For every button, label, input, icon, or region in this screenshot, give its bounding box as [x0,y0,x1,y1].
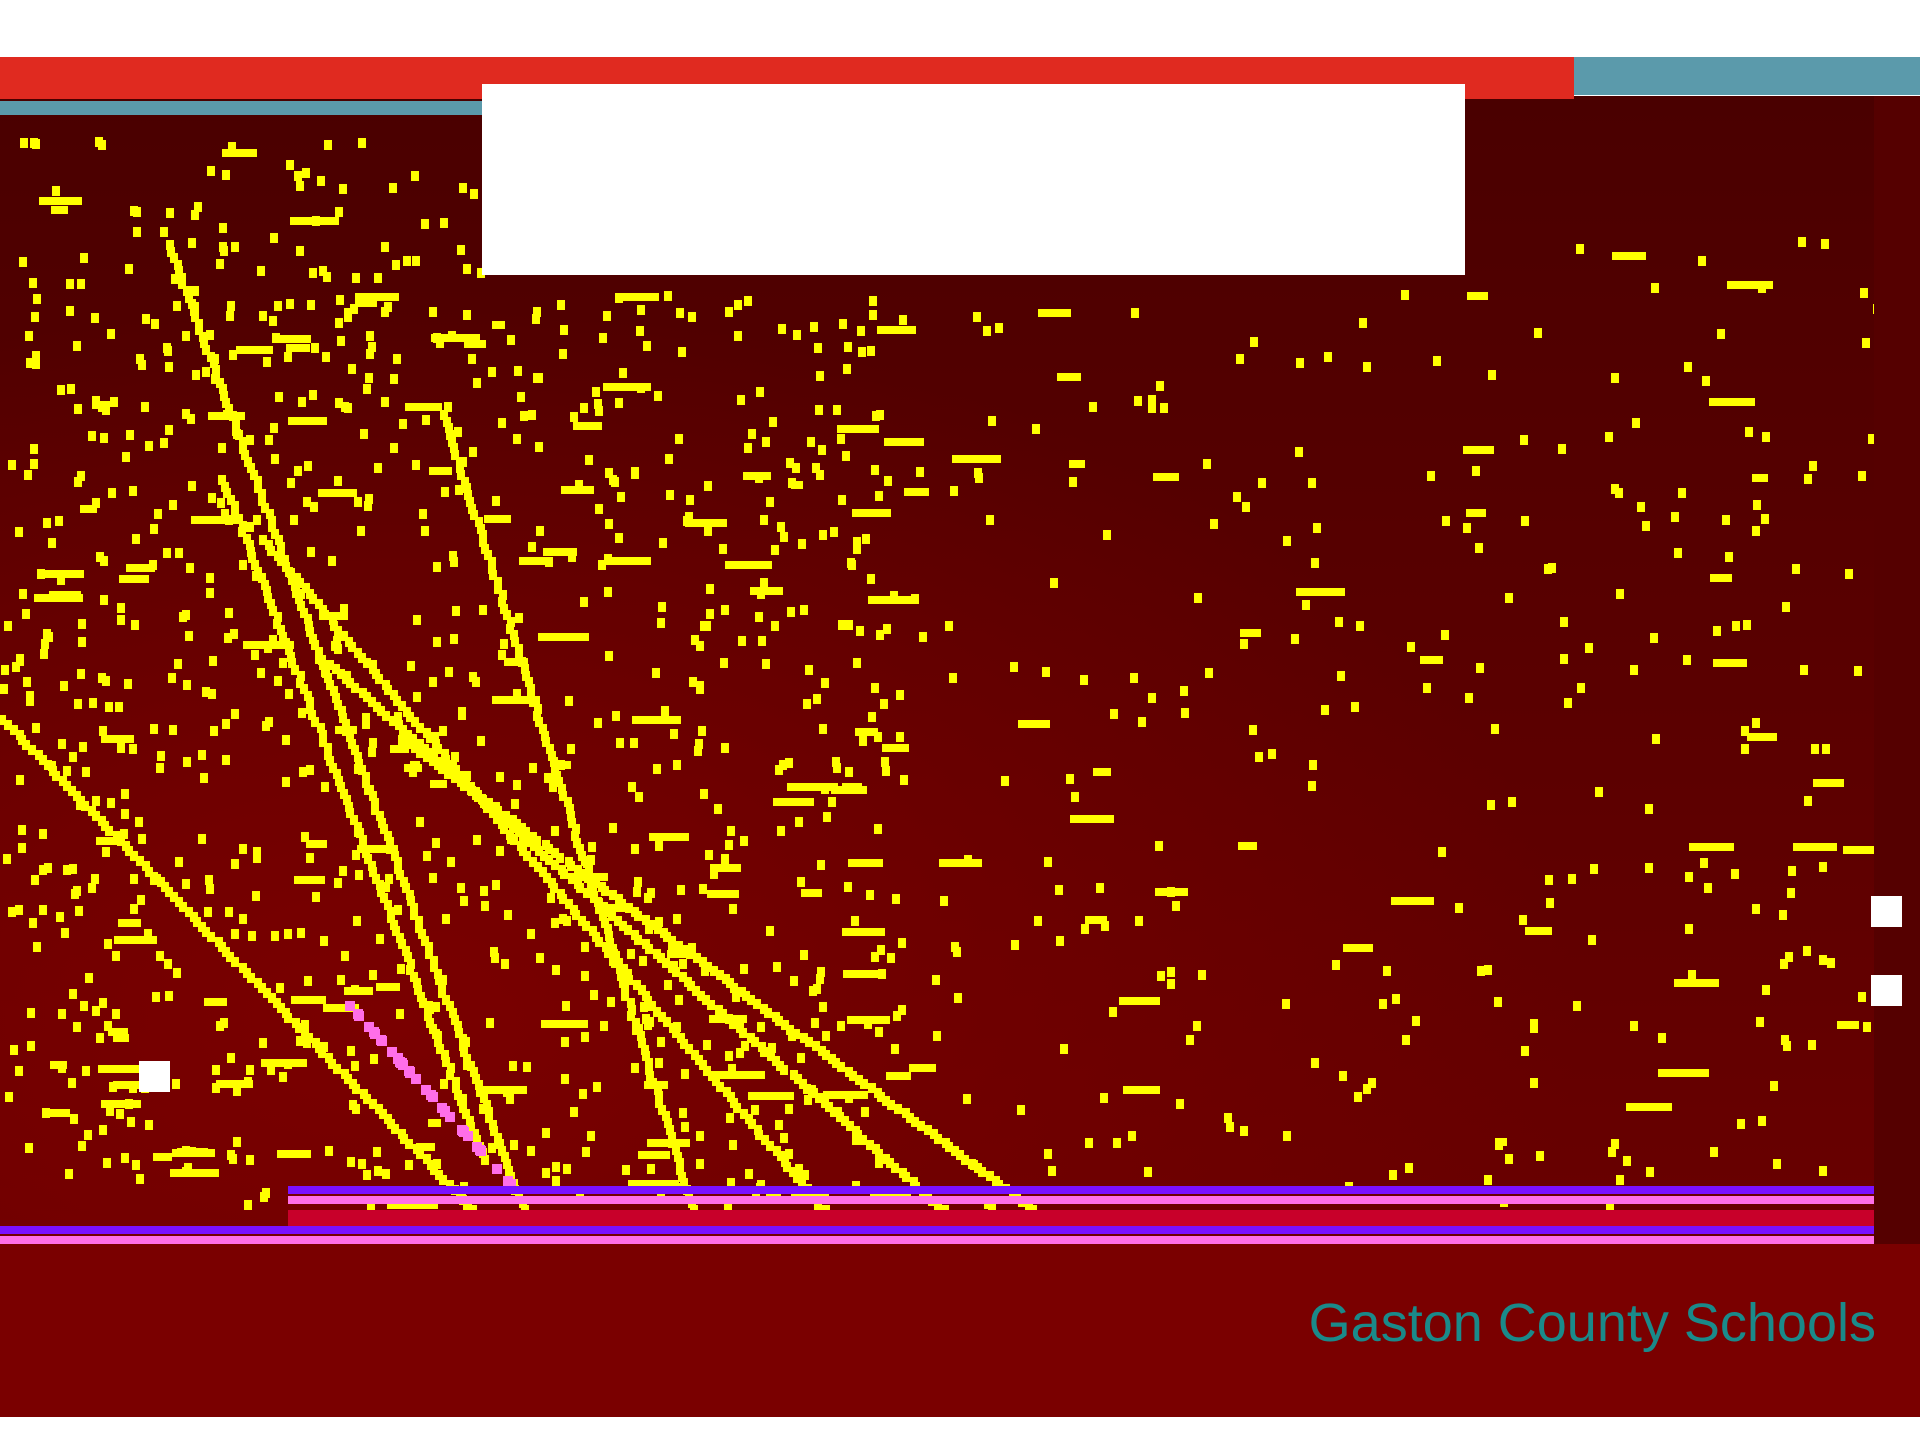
white-square-marker [1871,975,1902,1006]
bottom-margin [0,1417,1920,1440]
decorative-stripe-red [288,1210,1874,1226]
white-square-marker [139,1061,170,1092]
image-pattern-area [0,115,1874,1213]
header-teal-band-right [1574,57,1920,95]
decorative-stripe-violet-lower [0,1226,1874,1234]
decorative-stripe-pink-lower [0,1236,1874,1244]
decorative-stripe-violet-upper [288,1186,1874,1194]
yellow-pixel-pattern [0,137,1874,1213]
top-margin [0,0,1920,57]
title-placeholder-box [482,84,1465,275]
right-edge-strip [1874,96,1920,1417]
footer-band [0,1244,1920,1417]
header-teal-band-left [0,101,482,115]
white-square-marker [1871,896,1902,927]
organization-name: Gaston County Schools [1308,1293,1876,1353]
decorative-stripe-pink-upper [288,1196,1874,1204]
